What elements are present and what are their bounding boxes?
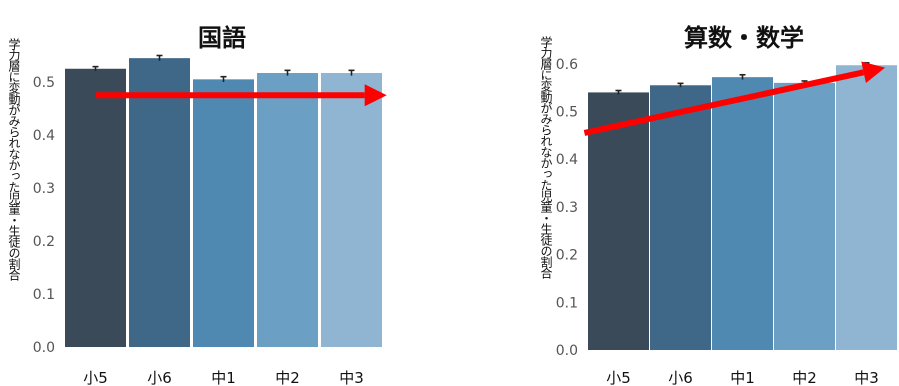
bar [588, 92, 649, 351]
y-tick-label: 0.3 [556, 200, 578, 216]
y-tick-label: 0.5 [556, 105, 578, 121]
trend-arrow [583, 61, 886, 136]
y-axis-label: 学力層に変動がみられなかった児童・生徒の割合 [539, 36, 553, 278]
chart-title: 算数・数学 [684, 24, 804, 52]
y-tick-label: 0.6 [556, 57, 578, 73]
error-bar [220, 75, 227, 82]
y-tick-label: 0.3 [33, 181, 55, 197]
category-label: 中1 [211, 369, 236, 386]
y-tick-label: 0.0 [33, 340, 55, 356]
y-tick-label: 0.1 [556, 295, 578, 311]
error-bar [615, 89, 622, 95]
bar [712, 77, 773, 350]
trend-arrow-head [364, 84, 387, 107]
y-tick-label: 0.4 [556, 152, 578, 168]
error-bar [677, 82, 684, 88]
category-label: 中2 [275, 369, 300, 386]
bar [836, 65, 897, 350]
chart-kokugo: 国語 学力層に変動がみられなかった児童・生徒の割合 0.0 0.1 0.2 0.3 0.… [0, 0, 420, 386]
plot-area: 0.0 0.1 0.2 0.3 0.4 0.5 小5 小6 中1 中2 中3 [33, 54, 387, 386]
bar [129, 58, 190, 348]
error-bar [92, 65, 99, 71]
error-bar [739, 73, 746, 80]
category-label: 中2 [792, 369, 817, 386]
category-label: 小5 [606, 369, 631, 386]
trend-arrow [95, 84, 387, 107]
category-label: 小5 [83, 369, 108, 386]
error-bar [284, 69, 291, 76]
bar [650, 85, 711, 350]
plot-area: 0.0 0.1 0.2 0.3 0.4 0.5 0.6 小5 小6 中1 中2 中3 [556, 57, 897, 386]
y-tick-label: 0.2 [556, 248, 578, 264]
bar [65, 68, 126, 347]
category-label: 小6 [668, 369, 693, 386]
category-label: 中3 [854, 369, 879, 386]
bar [257, 72, 318, 348]
bar [321, 72, 382, 348]
y-tick-label: 0.1 [33, 287, 55, 303]
trend-arrow-head [861, 61, 886, 84]
trend-arrow-shaft [583, 69, 865, 136]
bar [193, 79, 254, 347]
y-tick-label: 0.5 [33, 75, 55, 91]
error-bar [156, 54, 163, 61]
category-label: 中3 [339, 369, 364, 386]
bar [774, 82, 835, 350]
y-tick-label: 0.4 [33, 128, 55, 144]
chart-title: 国語 [198, 24, 246, 52]
error-bar [348, 69, 355, 76]
y-tick-label: 0.2 [33, 234, 55, 250]
y-tick-label: 0.0 [556, 343, 578, 359]
category-label: 小6 [147, 369, 172, 386]
chart-sansu-sugaku: 算数・数学 学力層に変動がみられなかった児童・生徒の割合 0.0 0.1 0.2 0.… [530, 0, 899, 386]
y-axis-label: 学力層に変動がみられなかった児童・生徒の割合 [7, 38, 21, 280]
category-label: 中1 [730, 369, 755, 386]
